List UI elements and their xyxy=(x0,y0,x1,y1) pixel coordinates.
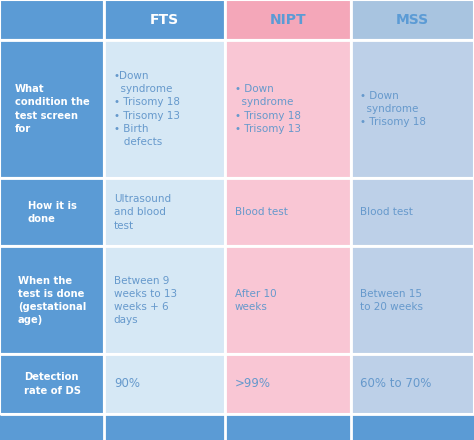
Bar xyxy=(225,0,351,40)
Bar xyxy=(0,354,104,414)
Bar xyxy=(351,0,474,40)
Bar xyxy=(351,354,474,414)
Text: When the
test is done
(gestational
age): When the test is done (gestational age) xyxy=(18,275,86,325)
Text: Blood test: Blood test xyxy=(360,207,413,217)
Text: •Down
  syndrome
• Trisomy 18
• Trisomy 13
• Birth
   defects: •Down syndrome • Trisomy 18 • Trisomy 13… xyxy=(114,71,180,147)
Bar xyxy=(0,0,104,40)
Text: Detection
rate of DS: Detection rate of DS xyxy=(24,372,81,396)
Text: Between 9
weeks to 13
weeks + 6
days: Between 9 weeks to 13 weeks + 6 days xyxy=(114,275,177,325)
Bar xyxy=(104,178,225,246)
Text: After 10
weeks: After 10 weeks xyxy=(235,289,276,312)
Bar xyxy=(225,246,351,354)
Text: >99%: >99% xyxy=(235,378,271,390)
Bar xyxy=(351,40,474,178)
Text: 60% to 70%: 60% to 70% xyxy=(360,378,432,390)
Bar xyxy=(104,0,225,40)
Text: • Down
  syndrome
• Trisomy 18
• Trisomy 13: • Down syndrome • Trisomy 18 • Trisomy 1… xyxy=(235,84,301,134)
Bar xyxy=(104,354,225,414)
Text: Blood test: Blood test xyxy=(235,207,288,217)
Text: How it is
done: How it is done xyxy=(27,201,77,224)
Bar xyxy=(225,178,351,246)
Text: MSS: MSS xyxy=(396,13,429,27)
Bar xyxy=(0,40,104,178)
Bar xyxy=(104,40,225,178)
Text: What
condition the
test screen
for: What condition the test screen for xyxy=(15,84,90,134)
Text: Between 15
to 20 weeks: Between 15 to 20 weeks xyxy=(360,289,423,312)
Bar xyxy=(0,178,104,246)
Bar xyxy=(0,246,104,354)
Bar xyxy=(225,354,351,414)
Bar xyxy=(225,40,351,178)
Bar xyxy=(104,246,225,354)
Bar xyxy=(351,246,474,354)
Text: 90%: 90% xyxy=(114,378,140,390)
Bar xyxy=(351,178,474,246)
Text: NIPT: NIPT xyxy=(270,13,306,27)
Text: FTS: FTS xyxy=(150,13,179,27)
Text: • Down
  syndrome
• Trisomy 18: • Down syndrome • Trisomy 18 xyxy=(360,91,426,127)
Text: Ultrasound
and blood
test: Ultrasound and blood test xyxy=(114,194,171,231)
